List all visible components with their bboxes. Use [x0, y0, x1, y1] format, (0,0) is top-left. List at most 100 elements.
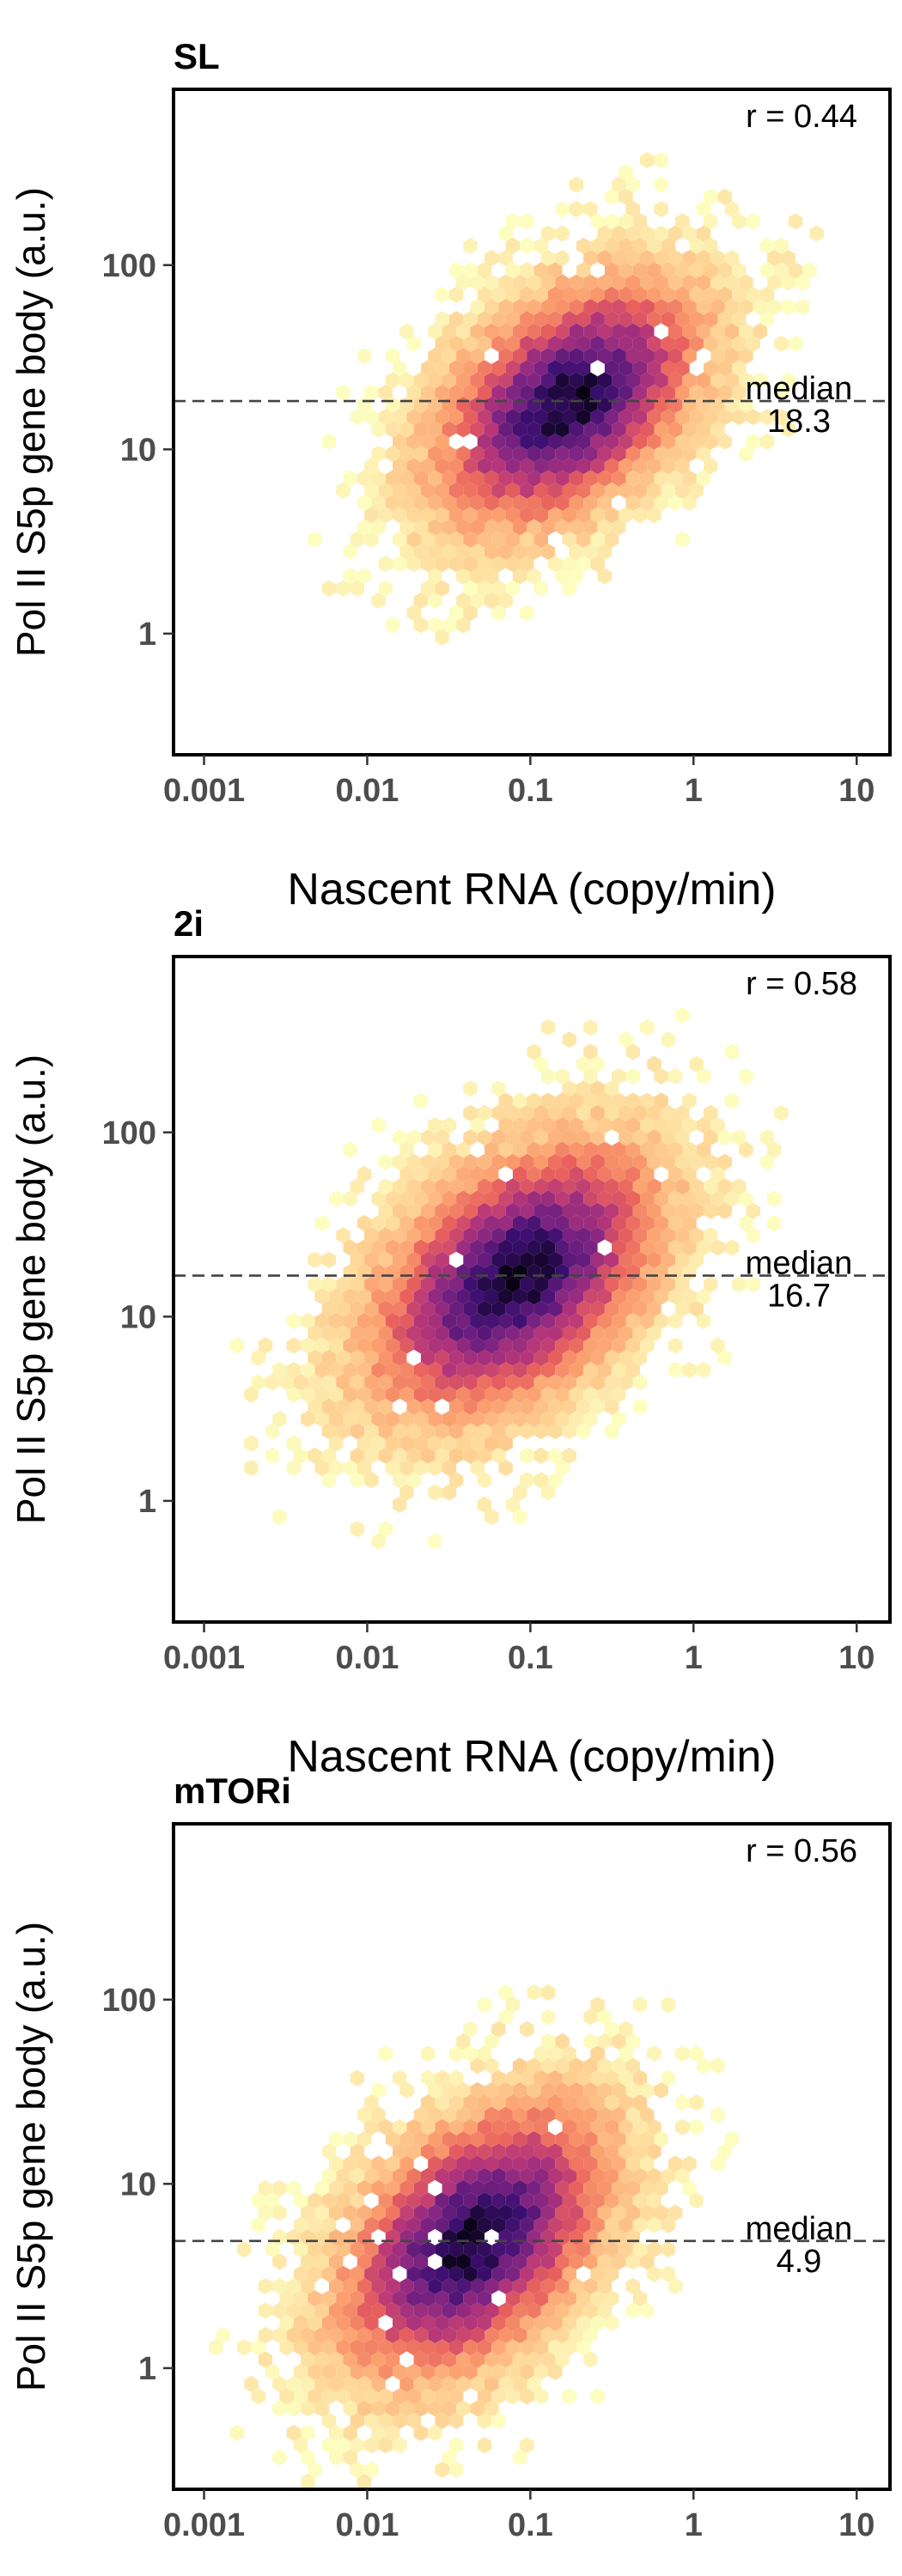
hexbin-cell [569, 1362, 584, 1378]
hexbin-cell [597, 1215, 613, 1231]
hexbin-cell [371, 470, 386, 487]
hexbin-cell [717, 286, 732, 303]
hexbin-cell [477, 1996, 492, 2014]
hexbin-cell [308, 1325, 322, 1342]
hexbin-cell [393, 1349, 407, 1366]
hexbin-cell [569, 2277, 584, 2294]
hexbin-cell [336, 2241, 350, 2258]
hexbin-cell [258, 2204, 273, 2221]
hexbin-cell [576, 2143, 591, 2160]
hexbin-cell [258, 2351, 273, 2368]
hexbin-cell [448, 2437, 464, 2454]
hexbin-cell [512, 1337, 527, 1354]
hexbin-cell [357, 348, 372, 364]
hexbin-cell [399, 544, 414, 560]
hexbin-cell [548, 1349, 563, 1366]
hexbin-cell [632, 482, 648, 499]
hexbin-cell [612, 2179, 626, 2196]
hexbin-cell [463, 335, 478, 352]
hexbin-cell [385, 1239, 400, 1256]
hexbin-cell [520, 458, 534, 475]
hexbin-cell [583, 446, 598, 462]
hexbin-cell [336, 2265, 350, 2282]
hexbin-cell [470, 519, 485, 536]
hexbin-cell [520, 507, 534, 524]
hexbin-cell [555, 2302, 570, 2319]
hexbin-cell [661, 1251, 676, 1268]
hexbin-cell [647, 1227, 661, 1244]
hexbin-cell [647, 409, 661, 426]
hexbin-cell [625, 250, 640, 266]
hexbin-cell [456, 1141, 471, 1158]
hexbin-cell [619, 2167, 633, 2184]
hexbin-cell [477, 1374, 492, 1391]
hexbin-cell [463, 1447, 478, 1464]
hexbin-cell [767, 250, 782, 266]
hexbin-cell [739, 1141, 753, 1158]
hexbin-cell [540, 2008, 556, 2026]
hexbin-cell [364, 531, 379, 548]
hexbin-cell [413, 1092, 429, 1109]
hexbin-cell [597, 2277, 613, 2294]
hexbin-cell [378, 507, 393, 524]
hexbin-cell [625, 495, 640, 511]
hexbin-cell [583, 2130, 598, 2148]
hexbin-cell [505, 384, 521, 401]
hexbin-cell [597, 1141, 613, 1158]
hexbin-cell [448, 384, 464, 401]
hexbin-cell [520, 213, 534, 230]
hexbin-cell [569, 1239, 584, 1256]
hexbin-cell [562, 1349, 576, 1366]
hexbin-cell [533, 482, 548, 499]
hexbin-cell [576, 458, 591, 475]
hexbin-cell [293, 2290, 308, 2307]
hexbin-cell [251, 2216, 265, 2233]
hexbin-cell [717, 1349, 732, 1366]
hexbin-cell [632, 2216, 648, 2233]
hexbin-cell [647, 2241, 661, 2258]
hexbin-cell [512, 1509, 527, 1525]
hexbin-cell [533, 2192, 548, 2209]
hexbin-cell [244, 1435, 259, 1452]
hexbin-cell [393, 556, 407, 573]
hexbin-cell [682, 470, 697, 487]
hexbin-cell [625, 446, 640, 462]
hexbin-cell [597, 348, 613, 364]
hexbin-cell [569, 495, 584, 511]
hexbin-cell [533, 2167, 548, 2184]
hexbin-cell [308, 2363, 322, 2380]
hexbin-cell [413, 495, 429, 511]
hexbin-cell [696, 225, 711, 242]
hexbin-cell [470, 1337, 485, 1354]
hexbin-cell [498, 1313, 513, 1329]
hexbin-cell [442, 1215, 457, 1231]
hexbin-cell [456, 1313, 471, 1329]
hexbin-cell [399, 1288, 414, 1305]
hexbin-cell [597, 2253, 613, 2270]
hexbin-cell [583, 2302, 598, 2319]
hexbin-cell [555, 1166, 570, 1182]
hexbin-cell [378, 2388, 393, 2405]
hexbin-cell [520, 556, 534, 573]
hexbin-cell [329, 2375, 344, 2392]
hexbin-cell [654, 1239, 668, 1256]
hexbin-cell [520, 311, 534, 328]
hexbin-cell [520, 1447, 534, 1464]
hexbin-cell [485, 1411, 499, 1427]
x-tick-label: 10 [838, 773, 875, 809]
hexbin-cell [548, 360, 563, 377]
hexbin-cell [485, 1337, 499, 1354]
hexbin-cell [767, 1190, 782, 1207]
hexbin-cell [448, 2216, 464, 2233]
hexbin-cell [569, 544, 584, 560]
hexbin-cell [619, 1202, 633, 1219]
hexbin-cell [647, 2167, 661, 2184]
hexbin-cell [505, 311, 521, 328]
x-tick-label: 0.001 [163, 2507, 245, 2543]
hexbin-cell [533, 1398, 548, 1415]
hexbin-cell [421, 1178, 436, 1195]
hexbin-cell [470, 323, 485, 340]
hexbin-cell [724, 201, 740, 217]
hexbin-cell [364, 2412, 379, 2429]
hexbin-cell [625, 1288, 640, 1305]
